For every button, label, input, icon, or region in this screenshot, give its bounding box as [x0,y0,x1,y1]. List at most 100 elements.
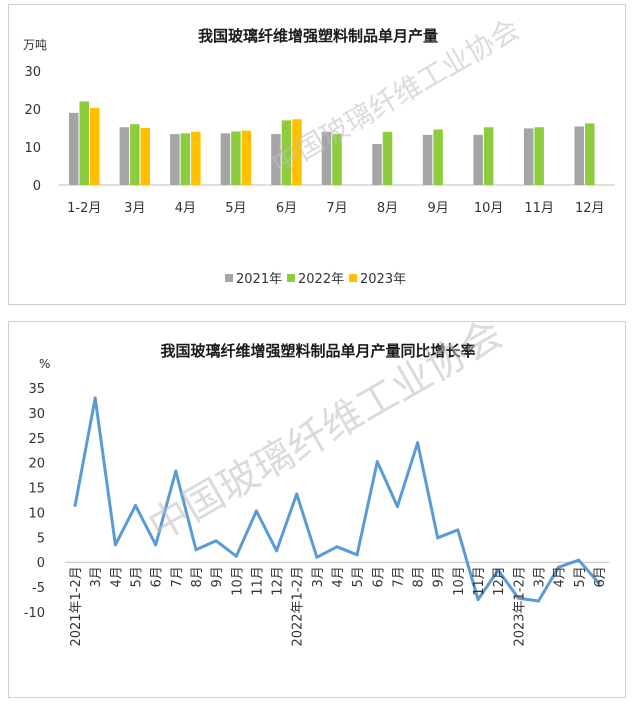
x-tick-label: 5月 [130,566,145,587]
y-axis-unit: % [39,357,50,371]
x-tick-label: 9月 [427,201,448,216]
x-tick-label: 4月 [553,566,568,587]
data-point [154,543,158,547]
data-point [254,509,258,513]
x-tick-label: 2023年1-2月 [512,566,527,646]
data-point [355,553,359,557]
x-tick-label: 7月 [170,566,185,587]
bar [372,143,382,185]
x-tick-label: 9月 [432,566,447,587]
data-point [315,555,319,559]
bar [140,128,151,185]
bar [473,134,483,185]
data-point [234,554,238,558]
bar [79,101,90,185]
bar [483,127,494,185]
y-axis-unit: 万吨 [23,38,47,52]
y-tick-label: 10 [28,506,45,521]
bar [191,131,201,185]
x-tick-label: 2022年1-2月 [291,566,306,646]
y-tick-label: 20 [28,457,45,472]
x-tick-label: 3月 [124,201,145,216]
x-tick-label: 7月 [391,566,406,587]
data-point [93,396,97,400]
line-chart: 我国玻璃纤维增强塑料制品单月产量同比增长率% -10 -5 0 5 10 15 20 25 30 3… [24,322,609,647]
bar [292,119,302,185]
y-tick-label: 0 [33,179,41,194]
x-tick-label: 11月 [524,201,554,216]
data-point [577,558,581,562]
x-tick-label: 4月 [175,201,196,216]
y-tick-label: 35 [28,382,45,397]
x-tick-label: 4月 [109,566,124,587]
y-tick-label: 10 [24,141,41,156]
data-point [335,545,339,549]
bar-chart-panel: 我国玻璃纤维增强塑料制品单月产量 万吨 0 10 20 30 1-2月 3月 4月 5月 6月 7月 8… [8,4,626,305]
x-tick-label: 3月 [89,566,104,587]
x-tick-label: 6月 [150,566,165,587]
x-tick-label: 11月 [472,566,487,596]
bar [574,126,584,185]
bar [90,107,100,185]
x-tick-label: 3月 [532,566,547,587]
x-tick-label: 6月 [371,566,386,587]
y-tick-label: 30 [28,407,45,422]
y-tick-label: 5 [37,531,45,546]
data-point [557,565,561,569]
x-tick-label: 3月 [311,566,326,587]
bar [523,128,534,185]
bar [584,123,595,185]
x-tick-label: 9月 [210,566,225,587]
x-tick-label: 4月 [331,566,346,587]
data-point [174,469,178,473]
x-tick-label: 5月 [225,201,246,216]
bar [332,134,342,185]
bar [69,112,79,185]
legend-label: 2021年 [236,272,282,287]
bar [321,131,332,185]
bar [241,130,252,185]
y-tick-label: 20 [24,103,41,118]
data-point [476,598,480,602]
y-tick-label: 25 [28,432,45,447]
x-tick-label: 11月 [250,566,265,596]
bar [422,134,433,185]
data-point [395,504,399,508]
x-tick-label: 8月 [412,566,427,587]
x-tick-label: 10月 [474,201,504,216]
data-point [214,539,218,543]
y-tick-label: 0 [37,556,45,571]
x-tick-label: 8月 [190,566,205,587]
data-point [275,549,279,553]
line-chart-panel: 我国玻璃纤维增强塑料制品单月产量同比增长率% -10 -5 0 5 10 15 20 25 30 3… [8,321,626,698]
bar [231,131,241,185]
data-point [496,568,500,572]
data-point [416,441,420,445]
legend-swatch [225,274,233,282]
x-tick-label: 12月 [575,201,605,216]
data-point [194,548,198,552]
bar [130,124,140,185]
data-point [456,528,460,532]
data-point [113,543,117,547]
x-tick-label: 10月 [230,566,245,596]
x-tick-label: 7月 [326,201,347,216]
data-point [436,536,440,540]
data-point [134,503,138,507]
data-point [597,581,601,585]
y-tick-label: 15 [28,482,45,497]
legend-swatch [287,274,295,282]
x-tick-label: 5月 [351,566,366,587]
y-tick-label: 30 [24,65,41,80]
chart-title: 我国玻璃纤维增强塑料制品单月产量 [198,27,438,45]
data-point [516,596,520,600]
bar [534,127,544,185]
x-tick-label: 12月 [271,566,286,596]
x-tick-label: 8月 [377,201,398,216]
chart-title: 我国玻璃纤维增强塑料制品单月产量同比增长率 [160,342,475,360]
bar [281,120,292,185]
data-point [295,492,299,496]
bar [433,129,443,185]
legend-label: 2023年 [360,272,406,287]
